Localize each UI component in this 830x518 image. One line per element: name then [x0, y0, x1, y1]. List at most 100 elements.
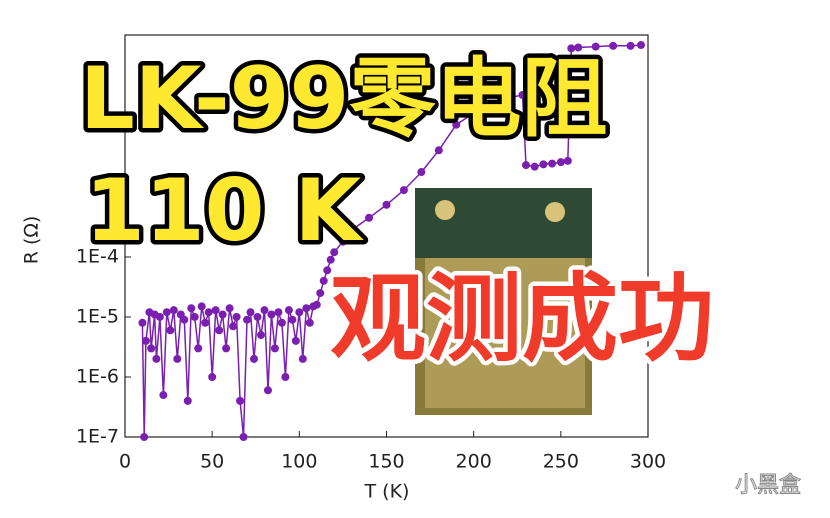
photo-pad — [435, 200, 455, 220]
data-point — [169, 306, 178, 315]
title: LK-99零电阻 — [80, 49, 607, 149]
data-point — [521, 161, 530, 170]
data-point — [316, 289, 325, 298]
data-point — [194, 344, 203, 353]
data-point — [518, 91, 527, 100]
data-point — [173, 354, 182, 363]
data-point — [253, 312, 262, 321]
data-point — [239, 433, 248, 441]
data-point — [365, 213, 374, 222]
data-point — [469, 109, 478, 118]
y-tick-label: 1E-4 — [76, 245, 119, 267]
data-point — [637, 41, 646, 50]
data-point — [539, 160, 548, 169]
x-tick-label: 200 — [456, 451, 492, 473]
subtitle: 110 K — [85, 161, 364, 261]
photo-sample — [425, 258, 585, 408]
data-point — [260, 306, 269, 315]
data-point — [295, 308, 304, 317]
data-point — [236, 396, 245, 405]
y-tick-label: 1E-5 — [76, 305, 119, 327]
data-point — [155, 312, 164, 321]
data-point — [281, 372, 290, 381]
photo-pad — [545, 202, 565, 222]
x-tick-label: 50 — [200, 451, 224, 473]
data-point — [591, 42, 600, 51]
y-tick-label: 1E-7 — [76, 426, 119, 448]
data-point — [250, 354, 259, 363]
data-point — [326, 255, 335, 264]
x-tick-label: 300 — [630, 451, 666, 473]
watermark: 小黑盒 — [735, 473, 801, 498]
data-point — [382, 200, 391, 209]
data-point — [434, 146, 443, 155]
data-point — [147, 344, 156, 353]
photo — [415, 188, 592, 415]
data-point — [487, 100, 496, 109]
data-point — [263, 386, 272, 395]
data-point — [556, 158, 565, 167]
data-point — [452, 120, 461, 129]
data-point — [338, 237, 347, 246]
data-point — [180, 315, 189, 324]
data-point — [152, 354, 161, 363]
y-tick-label: 1E-6 — [76, 365, 119, 387]
data-point — [626, 41, 635, 50]
data-point — [277, 318, 286, 327]
data-point — [222, 344, 231, 353]
data-point — [574, 43, 583, 52]
data-point — [208, 372, 217, 381]
data-point — [211, 306, 220, 315]
plot: T (K) R (Ω) 0 50 100 150 200 250 300 1E-7 1E-6 1E… — [21, 34, 666, 503]
x-axis-label: T (K) — [364, 481, 410, 503]
data-point — [197, 302, 206, 311]
data-point — [609, 41, 618, 50]
data-point — [548, 159, 557, 168]
data-point — [229, 322, 238, 331]
y-axis-label: R (Ω) — [21, 216, 43, 265]
data-point — [204, 308, 213, 317]
data-point — [140, 433, 149, 441]
data-point — [274, 308, 283, 317]
data-point — [201, 318, 210, 327]
x-tick-label: 100 — [281, 451, 317, 473]
x-tick-label: 0 — [119, 451, 131, 473]
data-point — [288, 315, 297, 324]
data-point — [218, 310, 227, 319]
data-point — [190, 312, 199, 321]
data-point — [183, 396, 192, 405]
data-point — [284, 306, 293, 315]
data-point — [302, 304, 311, 313]
photo-pcb — [415, 188, 592, 258]
data-point — [270, 344, 279, 353]
data-point — [215, 326, 224, 335]
data-point — [291, 336, 300, 345]
data-point — [323, 266, 332, 275]
data-point — [138, 318, 147, 327]
data-point — [567, 44, 576, 53]
data-point — [298, 354, 307, 363]
overlay: LK-99零电阻 110 K 观测成功 小黑盒 — [76, 45, 802, 499]
data-point — [246, 308, 255, 317]
caption: 观测成功 — [330, 263, 714, 375]
data-point — [305, 318, 314, 327]
data-point — [162, 308, 171, 317]
data-point — [225, 304, 234, 313]
data-point — [504, 93, 513, 102]
data-point — [563, 156, 572, 165]
data-point — [330, 248, 339, 257]
data-point — [399, 186, 408, 195]
x-tick-label: 150 — [368, 451, 404, 473]
data-point — [166, 326, 175, 335]
data-point — [141, 336, 150, 345]
data-point — [347, 226, 356, 235]
data-point — [417, 168, 426, 177]
data-point — [319, 276, 328, 285]
data-point — [256, 331, 265, 340]
data-point — [312, 300, 321, 309]
x-tick-label: 250 — [543, 451, 579, 473]
data-point — [267, 310, 276, 319]
data-point — [232, 312, 241, 321]
data-point — [159, 391, 168, 400]
